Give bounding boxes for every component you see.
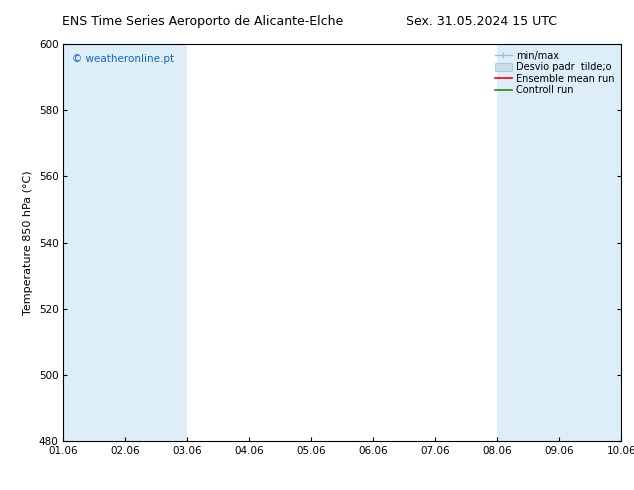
Text: Sex. 31.05.2024 15 UTC: Sex. 31.05.2024 15 UTC — [406, 15, 557, 28]
Bar — [126, 44, 188, 441]
Legend: min/max, Desvio padr  tilde;o, Ensemble mean run, Controll run: min/max, Desvio padr tilde;o, Ensemble m… — [493, 49, 616, 97]
Bar — [497, 44, 559, 441]
Text: ENS Time Series Aeroporto de Alicante-Elche: ENS Time Series Aeroporto de Alicante-El… — [62, 15, 344, 28]
Bar — [63, 44, 126, 441]
Y-axis label: Temperature 850 hPa (°C): Temperature 850 hPa (°C) — [23, 170, 33, 315]
Text: © weatheronline.pt: © weatheronline.pt — [72, 54, 174, 64]
Bar — [559, 44, 621, 441]
